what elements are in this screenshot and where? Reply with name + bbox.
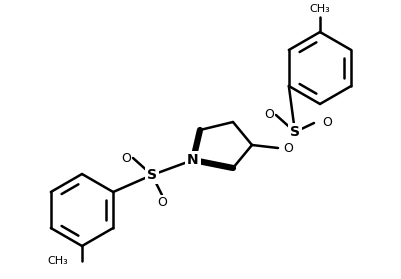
Text: O: O — [282, 141, 292, 155]
Text: O: O — [121, 151, 131, 165]
Text: O: O — [263, 109, 273, 121]
Text: O: O — [157, 196, 166, 210]
Text: S: S — [147, 168, 157, 182]
Text: S: S — [289, 125, 299, 139]
Text: CH₃: CH₃ — [47, 256, 68, 266]
Text: CH₃: CH₃ — [309, 4, 330, 14]
Text: N: N — [187, 153, 198, 167]
Text: O: O — [321, 117, 331, 129]
